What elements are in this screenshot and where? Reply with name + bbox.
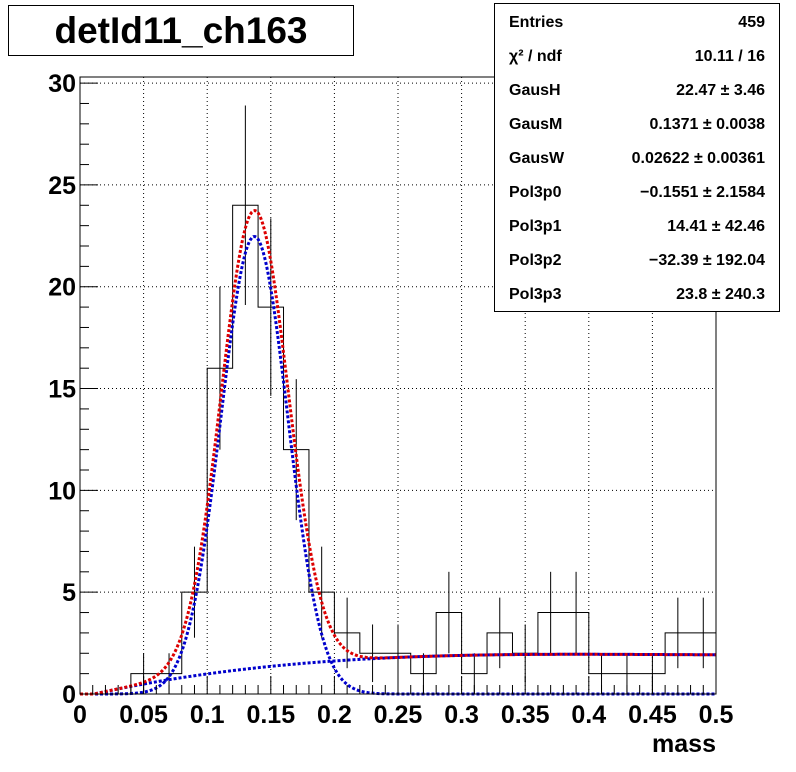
stat-row-gausm: GausM 0.1371 ± 0.0038 [495,108,779,142]
stat-row-gausw: GausW 0.02622 ± 0.00361 [495,142,779,176]
stat-value: 14.41 ± 42.46 [667,218,765,235]
x-tick-label: 0.3 [444,701,479,729]
stat-row-entries: Entries 459 [495,6,779,40]
x-tick-label: 0.05 [119,701,168,729]
stat-value: −32.39 ± 192.04 [649,252,765,269]
stat-row-pol3p1: Pol3p1 14.41 ± 42.46 [495,210,779,244]
stat-row-pol3p2: Pol3p2 −32.39 ± 192.04 [495,244,779,278]
x-tick-label: 0.2 [317,701,352,729]
stat-value: 10.11 / 16 [694,48,765,65]
x-tick-label: 0.4 [571,701,606,729]
axes: 0 0.05 0.1 0.15 0.2 0.25 0.3 0.35 0.4 0.45 0.5 0 5 10… [48,70,733,729]
x-axis-label: mass [652,730,716,758]
x-tick-label: 0.45 [628,701,677,729]
stat-label: GausW [509,150,565,167]
stat-value: −0.1551 ± 2.1584 [640,184,765,201]
stat-row-pol3p3: Pol3p3 23.8 ± 240.3 [495,278,779,312]
x-tick-label: 0.1 [190,701,225,729]
y-tick-label: 20 [48,274,76,302]
stat-row-gaush: GausH 22.47 ± 3.46 [495,74,779,108]
stat-label: Pol3p1 [509,218,562,235]
stat-value: 459 [738,14,765,31]
x-tick-label: 0.35 [501,701,550,729]
stat-label: GausH [509,82,561,99]
stats-box: Entries 459 χ² / ndf 10.11 / 16 GausH 22… [494,3,780,312]
y-tick-label: 5 [62,579,76,607]
stat-row-chi2: χ² / ndf 10.11 / 16 [495,40,779,74]
stat-label: GausM [509,116,563,133]
total-fit-curve [80,208,716,696]
title-box: detId11_ch163 [8,5,354,56]
stat-value: 0.1371 ± 0.0038 [649,116,765,133]
stat-label: Pol3p3 [509,286,562,303]
y-tick-label: 0 [62,681,76,709]
chart-title: detId11_ch163 [54,10,308,51]
y-tick-label: 30 [48,70,76,98]
x-tick-label: 0.15 [246,701,295,729]
x-tick-label: 0 [73,701,87,729]
stat-label: Entries [509,14,564,31]
x-tick-label: 0.5 [699,701,734,729]
y-tick-label: 25 [48,172,76,200]
stat-row-pol3p0: Pol3p0 −0.1551 ± 2.1584 [495,176,779,210]
stat-label: χ² / ndf [509,48,562,65]
y-tick-label: 10 [48,477,76,505]
stat-value: 23.8 ± 240.3 [676,286,765,303]
stat-value: 0.02622 ± 0.00361 [631,150,765,167]
x-tick-label: 0.25 [374,701,423,729]
stat-value: 22.47 ± 3.46 [676,82,765,99]
histogram-outline [80,204,717,695]
stat-label: Pol3p2 [509,252,562,269]
stat-label: Pol3p0 [509,184,562,201]
y-tick-label: 15 [48,376,76,404]
